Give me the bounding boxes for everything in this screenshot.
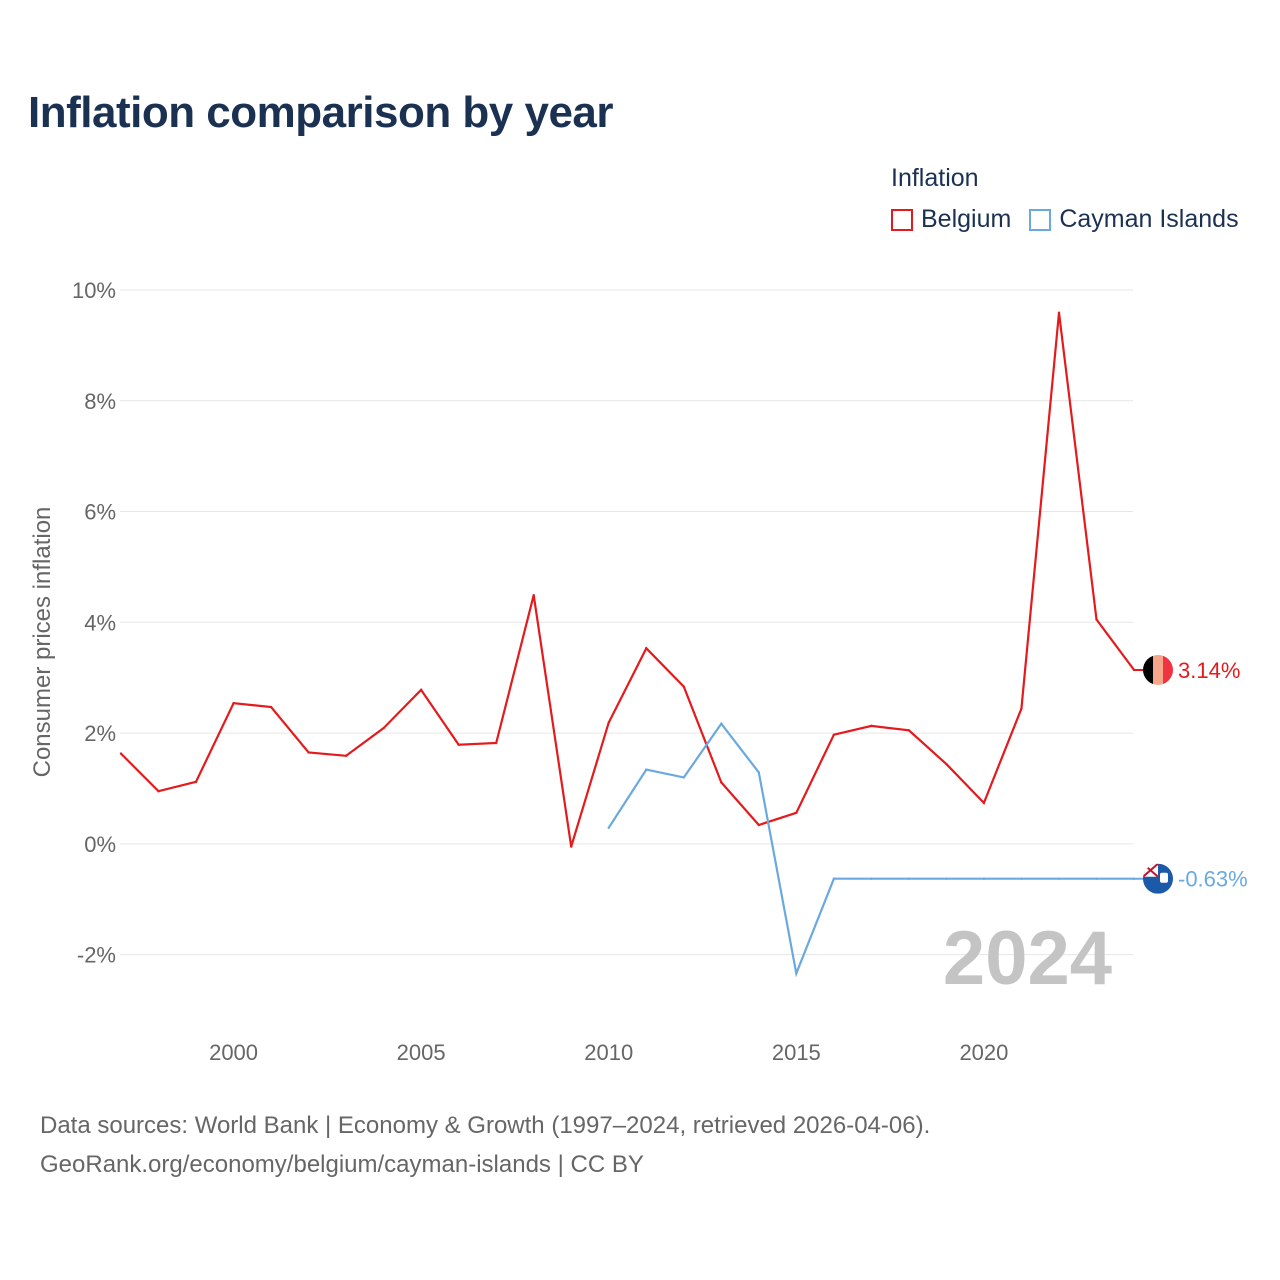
- footer: Data sources: World Bank | Economy & Gro…: [40, 1106, 930, 1184]
- data-point-belgium: [307, 751, 310, 754]
- data-point-belgium: [494, 741, 498, 745]
- data-point-belgium: [119, 752, 123, 755]
- data-point-belgium: [832, 733, 836, 736]
- data-point-cayman-islands: [795, 972, 798, 975]
- data-point-cayman-islands: [982, 877, 986, 880]
- belgium-flag-icon: [1143, 654, 1173, 685]
- y-axis-label: Consumer prices inflation: [29, 507, 56, 778]
- marker-layer: 3.14% -0.63%: [1143, 654, 1248, 894]
- data-point-belgium: [1095, 618, 1098, 621]
- data-point-cayman-islands: [1095, 877, 1098, 880]
- y-tick-label: -2%: [77, 943, 116, 968]
- y-tick-label: 4%: [84, 610, 116, 635]
- end-value-label-belgium: 3.14%: [1178, 658, 1240, 683]
- x-tick-label: 2010: [584, 1040, 633, 1065]
- data-point-belgium: [232, 701, 235, 705]
- data-point-belgium: [194, 780, 198, 784]
- data-point-belgium: [795, 811, 798, 815]
- data-point-belgium: [720, 781, 723, 784]
- end-value-label-cayman-islands: -0.63%: [1178, 867, 1248, 892]
- x-tick-label: 2020: [959, 1040, 1008, 1065]
- data-point-cayman-islands: [682, 776, 685, 779]
- data-point-cayman-islands: [607, 826, 610, 829]
- data-point-belgium: [982, 801, 986, 805]
- series-layer: [119, 311, 1158, 978]
- data-point-belgium: [570, 845, 573, 848]
- flag-crest: [1160, 872, 1168, 883]
- data-point-cayman-islands: [870, 877, 873, 880]
- flag-saltire: [1143, 863, 1159, 878]
- data-point-belgium: [607, 721, 610, 724]
- data-point-belgium: [344, 754, 348, 757]
- data-point-cayman-islands: [720, 722, 723, 725]
- legend-swatch-belgium: [891, 208, 913, 231]
- data-source-text: Data sources: World Bank | Economy & Gro…: [40, 1112, 931, 1139]
- grid-layer: [120, 289, 1133, 956]
- flag-stripe-red: [1163, 654, 1173, 685]
- line-chart: 2024 -2% 0% 2% 4% 6% 8% 10% 2000 2005 2010 2015 202…: [29, 278, 1248, 1065]
- data-point-belgium: [269, 705, 273, 709]
- y-tick-label: 2%: [84, 721, 116, 746]
- data-point-belgium: [682, 685, 685, 688]
- data-point-cayman-islands: [832, 877, 836, 880]
- data-point-belgium: [645, 647, 648, 650]
- x-tick-label: 2005: [397, 1040, 446, 1065]
- data-point-cayman-islands: [945, 877, 948, 880]
- legend-swatch-cayman-islands: [1029, 208, 1052, 231]
- data-point-cayman-islands: [1020, 877, 1023, 880]
- cayman-islands-flag-icon: [1143, 863, 1173, 894]
- y-tick-label: 6%: [84, 500, 116, 525]
- series-line-belgium: [120, 312, 1135, 847]
- data-point-belgium: [945, 762, 948, 766]
- data-point-belgium: [157, 790, 160, 793]
- flag-stripe-black: [1143, 654, 1153, 685]
- axis-layer: -2% 0% 2% 4% 6% 8% 10% 2000 2005 2010 2015 2020 Cons…: [29, 278, 1008, 1065]
- y-tick-label: 8%: [84, 389, 116, 414]
- legend-item-cayman-islands[interactable]: Cayman Islands: [1029, 205, 1239, 234]
- chart-title: Inflation comparison by year: [28, 88, 614, 137]
- flag-stripe-middle: [1153, 654, 1163, 685]
- data-point-cayman-islands: [907, 877, 911, 880]
- x-tick-label: 2000: [209, 1040, 258, 1065]
- data-point-belgium: [419, 688, 423, 692]
- watermark-layer: 2024: [943, 916, 1112, 1001]
- year-watermark: 2024: [943, 916, 1112, 1001]
- data-point-belgium: [382, 726, 385, 730]
- y-tick-label: 10%: [72, 278, 116, 303]
- legend-title: Inflation: [891, 164, 979, 192]
- legend-label-belgium: Belgium: [921, 205, 1012, 233]
- legend: Belgium Cayman Islands: [891, 205, 1257, 234]
- legend-item-belgium[interactable]: Belgium: [891, 205, 1011, 234]
- legend-label-cayman-islands: Cayman Islands: [1059, 205, 1239, 233]
- data-point-belgium: [907, 729, 911, 732]
- data-point-cayman-islands: [645, 768, 648, 771]
- data-point-belgium: [870, 724, 873, 728]
- data-point-cayman-islands: [1057, 877, 1061, 880]
- data-point-belgium: [1057, 311, 1061, 314]
- data-point-belgium: [532, 593, 535, 597]
- x-tick-label: 2015: [772, 1040, 821, 1065]
- data-point-cayman-islands: [757, 771, 761, 774]
- data-point-belgium: [457, 743, 460, 746]
- data-point-belgium: [1020, 707, 1023, 710]
- y-tick-label: 0%: [84, 832, 116, 857]
- data-point-belgium: [757, 823, 761, 827]
- source-link[interactable]: GeoRank.org/economy/belgium/cayman-islan…: [40, 1151, 644, 1178]
